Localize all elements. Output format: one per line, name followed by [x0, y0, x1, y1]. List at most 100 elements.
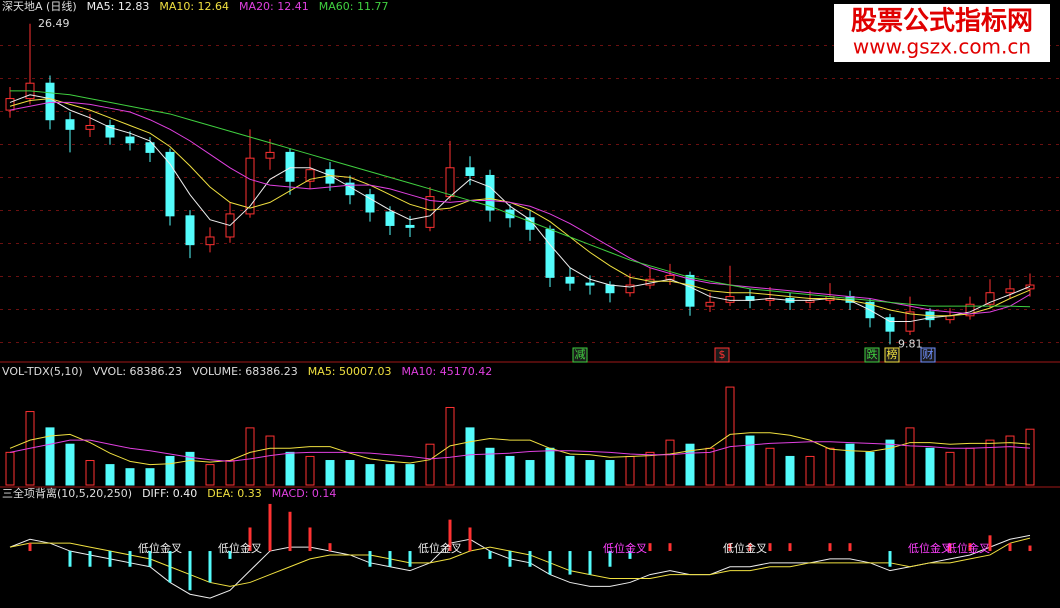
- marker-box: [572, 347, 588, 363]
- volume-bar: [965, 447, 975, 486]
- volume-bar: [885, 439, 895, 486]
- marker: 榜: [887, 347, 898, 361]
- legend-entry: DIFF: 0.40: [142, 487, 197, 500]
- volume-bar: [725, 386, 735, 486]
- marker-box: [864, 347, 880, 363]
- volume-bar: [825, 447, 835, 486]
- ma-line: [9, 98, 1031, 317]
- volume-bar: [925, 447, 935, 486]
- candle-body: [305, 169, 315, 182]
- marker-box: [884, 347, 900, 363]
- volume-bar: [505, 455, 515, 486]
- candle-body: [265, 151, 275, 159]
- legend-entry: 深天地A (日线): [2, 0, 77, 13]
- annotation: 低位金叉: [946, 541, 990, 555]
- candle-body: [85, 124, 95, 130]
- volume-bar: [325, 460, 335, 486]
- legend-entry: VOLUME: 68386.23: [192, 365, 298, 378]
- candle-body: [5, 98, 15, 111]
- volume-bar: [365, 464, 375, 486]
- ma-line: [9, 101, 1031, 315]
- watermark: 股票公式指标网 www.gszx.com.cn: [834, 4, 1050, 62]
- background-grid: [0, 14, 1060, 360]
- volume-bar: [165, 455, 175, 486]
- candle-body: [145, 142, 155, 153]
- candle-body: [405, 224, 415, 228]
- volume-bar: [185, 451, 195, 486]
- candle-body: [365, 194, 375, 213]
- volume-bar: [385, 464, 395, 486]
- volume-bar: [145, 468, 155, 486]
- legend-entry: MA5: 50007.03: [308, 365, 392, 378]
- ma-line: [9, 432, 1031, 466]
- ma-line: [9, 537, 1031, 587]
- volume-bar: [205, 464, 215, 486]
- volume-bar: [525, 460, 535, 486]
- candle-body: [685, 274, 695, 307]
- legend-entry: 三全项背离(10,5,20,250): [2, 486, 132, 500]
- watermark-title: 股票公式指标网: [851, 7, 1033, 37]
- volume-bar: [605, 460, 615, 486]
- marker-box: [714, 347, 730, 363]
- marker: 财: [923, 347, 934, 361]
- candle-body: [1025, 284, 1035, 290]
- candle-body: [885, 317, 895, 332]
- candle-body: [465, 167, 475, 176]
- legend-entry: MA60: 11.77: [319, 0, 389, 13]
- volume-bar: [405, 464, 415, 486]
- volume-bar: [565, 455, 575, 486]
- volume-bar: [645, 451, 655, 486]
- volume-bar: [665, 439, 675, 486]
- volume-bar: [1025, 428, 1035, 486]
- volume-bar: [545, 447, 555, 486]
- candle-body: [1005, 288, 1015, 294]
- candle-body: [625, 284, 635, 294]
- high-label: 26.49: [38, 17, 70, 30]
- legend-entry: MA10: 12.64: [159, 0, 229, 13]
- volume-bar: [105, 464, 115, 486]
- ma-line: [10, 90, 1031, 308]
- candle-body: [65, 119, 75, 130]
- candle-body: [185, 215, 195, 246]
- legend-entry: MA10: 45170.42: [402, 365, 493, 378]
- candle-body: [245, 157, 255, 215]
- volume-bar: [65, 443, 75, 486]
- candle-body: [545, 228, 555, 278]
- candle-body: [585, 282, 595, 286]
- candle-body: [605, 284, 615, 294]
- volume-bar: [585, 460, 595, 486]
- candle-body: [205, 236, 215, 246]
- volume-bar: [305, 455, 315, 486]
- ma-line: [9, 94, 1031, 323]
- marker: $: [719, 348, 726, 361]
- volume-bar: [285, 451, 295, 486]
- ma-line: [9, 439, 1031, 462]
- candle-body: [385, 211, 395, 226]
- volume-bar: [345, 460, 355, 486]
- low-label: 9.81: [898, 337, 923, 350]
- volume-bar: [705, 447, 715, 486]
- ma-line: [9, 534, 1031, 599]
- volume-bar: [905, 427, 915, 486]
- legend-entry: VOL-TDX(5,10): [2, 365, 83, 378]
- candle-body: [565, 276, 575, 284]
- watermark-url: www.gszx.com.cn: [853, 35, 1031, 59]
- volume-bar: [805, 455, 815, 486]
- volume-bar: [125, 468, 135, 486]
- marker-box: [920, 347, 936, 363]
- volume-bar: [865, 451, 875, 486]
- annotation: 低位金叉: [218, 541, 262, 555]
- watermark-box: [834, 4, 1050, 62]
- candle-body: [705, 301, 715, 307]
- candle-body: [985, 292, 995, 305]
- volume-bar: [985, 439, 995, 486]
- legend-entry: MACD: 0.14: [272, 487, 337, 500]
- candle-body: [445, 167, 455, 198]
- legend-entry: MA20: 12.41: [239, 0, 309, 13]
- volume-bar: [425, 443, 435, 486]
- candle-body: [665, 274, 675, 280]
- volume-bar: [85, 460, 95, 486]
- volume-bar: [625, 455, 635, 486]
- volume-bar: [765, 447, 775, 486]
